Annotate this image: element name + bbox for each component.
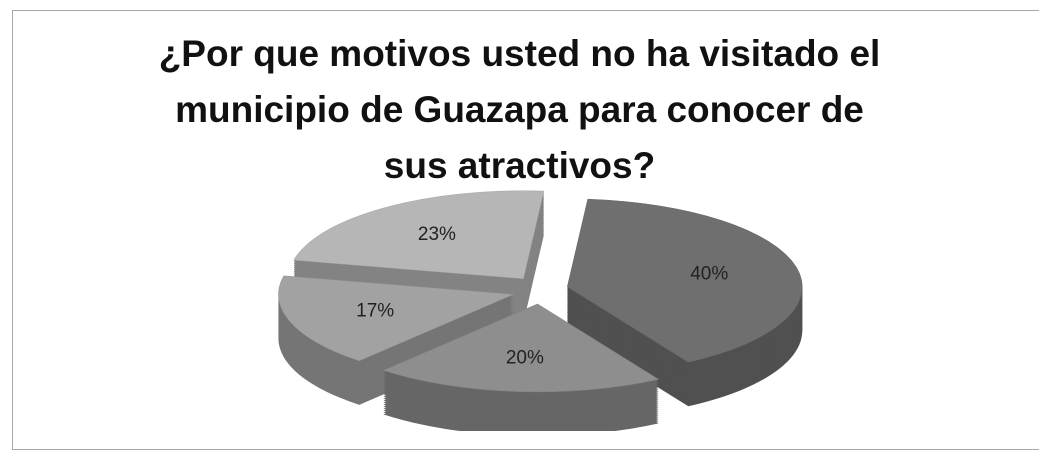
slice bbox=[382, 303, 660, 431]
slice bbox=[566, 198, 803, 407]
chart: 40% 20% 17% 23% bbox=[278, 190, 803, 431]
slice bbox=[278, 275, 514, 362]
chart-title: ¿Por que motivos usted no ha visitado el… bbox=[158, 33, 881, 186]
title-wrap: ¿Por que motivos usted no ha visitado el… bbox=[0, 26, 1039, 194]
slice bbox=[382, 303, 660, 393]
data-label: 20% bbox=[506, 347, 544, 368]
slice bbox=[293, 190, 545, 279]
page: {"chart_data": {"type": "pie", "title": … bbox=[0, 10, 1039, 450]
slice bbox=[278, 275, 514, 405]
data-label: 40% bbox=[690, 264, 728, 285]
slice bbox=[566, 198, 803, 363]
data-label: 23% bbox=[418, 224, 456, 245]
data-label: 17% bbox=[356, 301, 394, 322]
